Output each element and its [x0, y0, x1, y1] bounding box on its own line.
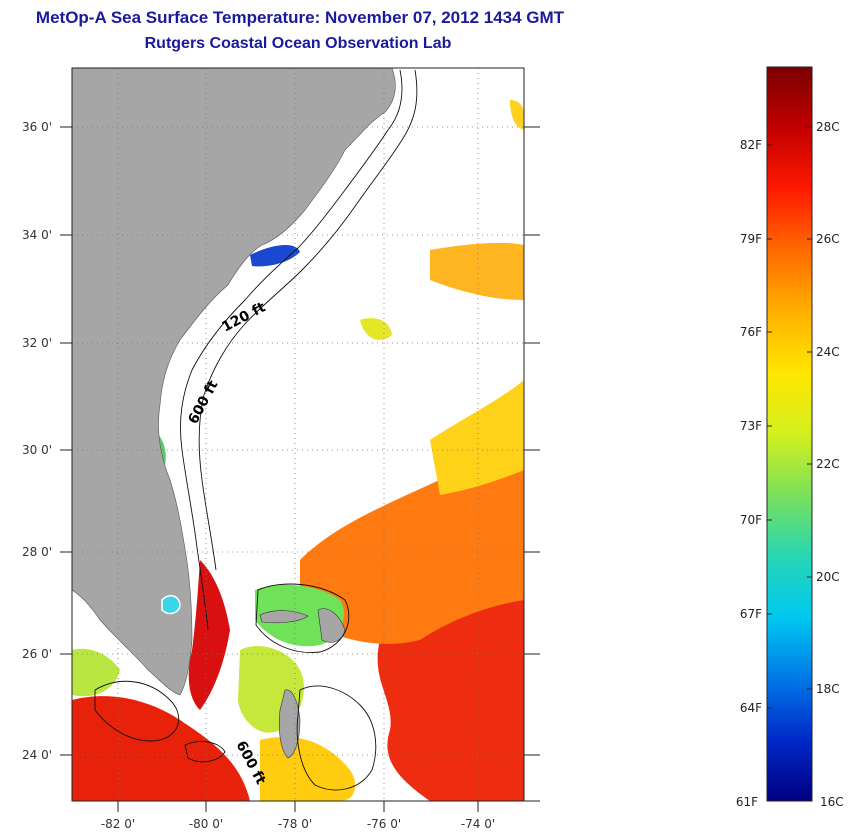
- colorbar-f-76: 76F: [740, 325, 762, 339]
- lat-label-34: 34 0': [22, 228, 52, 242]
- lat-label-30: 30 0': [22, 443, 52, 457]
- lon-label-82: -82 0': [101, 817, 135, 831]
- temperature-colorbar: [766, 66, 813, 802]
- land-andros-island: [278, 689, 301, 759]
- sst-patch-yellow: [430, 380, 524, 495]
- colorbar-c-28: 28C: [816, 120, 840, 134]
- graticule: [72, 68, 524, 801]
- sst-patch-yellow-north: [430, 242, 524, 300]
- colorbar-f-64: 64F: [740, 701, 762, 715]
- sst-patch-ne: [510, 100, 524, 130]
- map-title: MetOp-A Sea Surface Temperature: Novembe…: [35, 8, 565, 27]
- land-mass: [72, 68, 396, 696]
- colorbar-f-70: 70F: [740, 513, 762, 527]
- colorbar-c-20: 20C: [816, 570, 840, 584]
- land-lake-okeechobee: [161, 595, 181, 615]
- map-content: 120 ft 600 ft 600 ft: [72, 68, 524, 801]
- colorbar-c-22: 22C: [816, 457, 840, 471]
- map-ticks: [60, 126, 540, 812]
- colorbar-f-82: 82F: [740, 138, 762, 152]
- lon-label-76: -76 0': [367, 817, 401, 831]
- lat-label-26: 26 0': [22, 647, 52, 661]
- lat-label-36: 36 0': [22, 120, 52, 134]
- lat-label-24: 24 0': [22, 748, 52, 762]
- sst-patch-bank: [260, 736, 356, 801]
- contour-600ft: [198, 69, 418, 571]
- colorbar-c-26: 26C: [816, 232, 840, 246]
- contour-bahamas: [255, 583, 350, 653]
- colorbar-f-73: 73F: [740, 419, 762, 433]
- sst-warm-patch: [377, 590, 524, 801]
- contour-cay-sal: [184, 741, 226, 763]
- colorbar-ticks: [767, 126, 812, 709]
- sst-gulf-stream: [188, 560, 230, 710]
- colorbar-c-16: 16C: [820, 795, 844, 809]
- contour-bank-south: [296, 685, 377, 791]
- lat-label-28: 28 0': [22, 545, 52, 559]
- lat-label-32: 32 0': [22, 336, 52, 350]
- contour-120ft: [180, 69, 403, 631]
- sst-field: [72, 100, 524, 801]
- lon-label-78: -78 0': [278, 817, 312, 831]
- sst-patch-keys: [72, 696, 250, 801]
- colorbar-c-24: 24C: [816, 345, 840, 359]
- colorbar-f-61: 61F: [736, 795, 758, 809]
- land-abaco-island: [317, 608, 346, 643]
- colorbar-f-67: 67F: [740, 607, 762, 621]
- contour-keys: [94, 680, 180, 742]
- land-grand-bahama: [259, 610, 309, 624]
- colorbar-c-18: 18C: [816, 682, 840, 696]
- map-subtitle: Rutgers Coastal Ocean Observation Lab: [144, 35, 452, 52]
- colorbar-f-79: 79F: [740, 232, 762, 246]
- lon-label-74: -74 0': [461, 817, 495, 831]
- sst-cold-patch: [250, 244, 300, 267]
- depth-contours: [94, 69, 418, 791]
- lon-label-80: -80 0': [189, 817, 223, 831]
